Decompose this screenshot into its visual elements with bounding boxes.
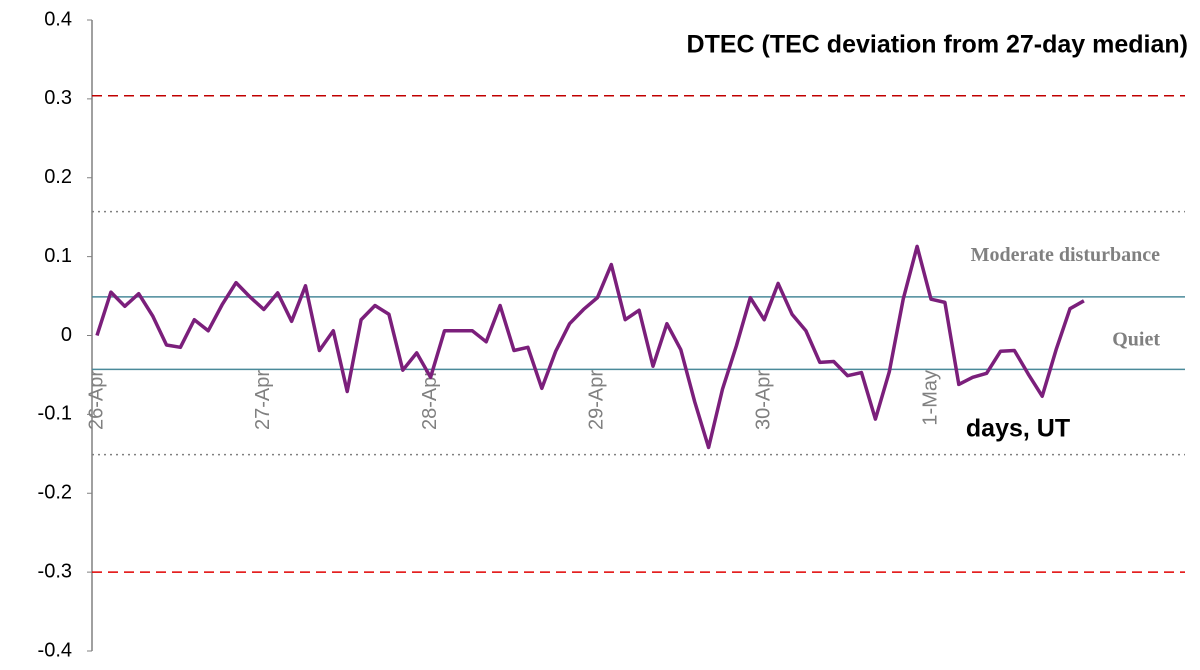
x-tick-label: 30-Apr: [752, 370, 774, 430]
y-tick-label: -0.2: [38, 482, 72, 504]
chart-title: DTEC (TEC deviation from 27-day median): [687, 31, 1188, 59]
x-tick-label: 26-Apr: [85, 370, 107, 430]
x-axis-label: days, UT: [966, 415, 1070, 443]
y-tick-label: 0.3: [44, 87, 72, 109]
y-tick-label: -0.1: [38, 403, 72, 425]
y-tick-label: -0.3: [38, 560, 72, 582]
y-tick-label: 0.2: [44, 166, 72, 188]
x-tick-label: 1-May: [919, 370, 941, 426]
x-tick-label: 28-Apr: [419, 370, 441, 430]
annotation: Moderate disturbance: [971, 244, 1161, 266]
y-tick-label: -0.4: [38, 639, 72, 661]
x-tick-label: 27-Apr: [252, 370, 274, 430]
y-tick-label: 0: [61, 324, 72, 346]
y-tick-label: 0.1: [44, 245, 72, 267]
data-line: [95, 244, 1085, 450]
x-tick-label: 29-Apr: [586, 370, 608, 430]
y-tick-label: 0.4: [44, 8, 72, 30]
annotation: Quiet: [1112, 328, 1160, 350]
